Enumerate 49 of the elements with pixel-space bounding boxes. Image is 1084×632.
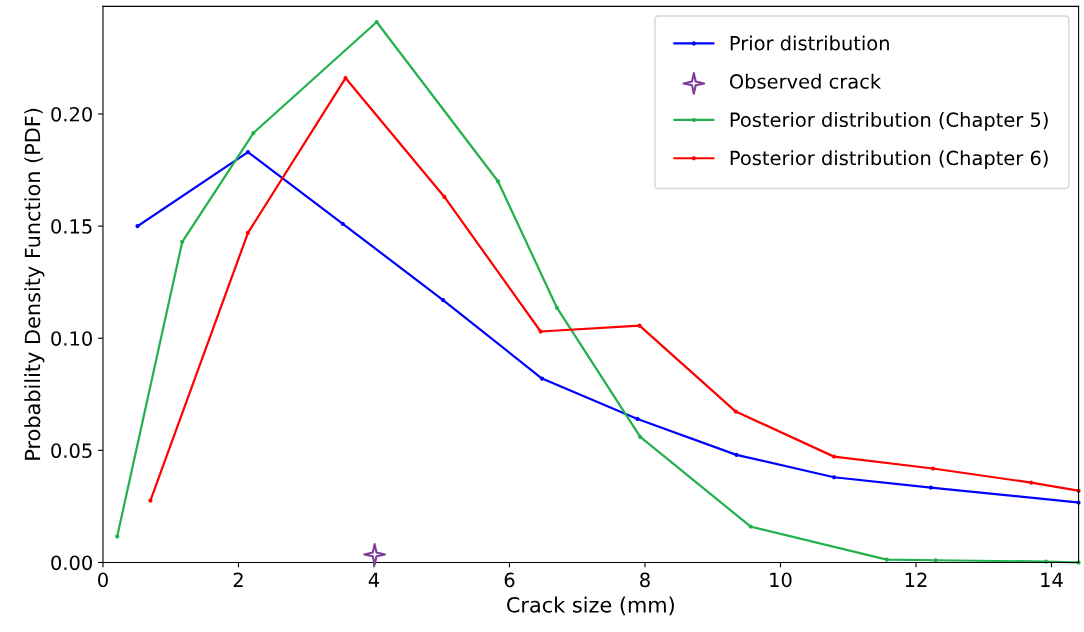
legend-label: Prior distribution: [730, 35, 889, 51]
point: [831, 475, 837, 480]
legend-label: Posterior distribution (Chapter 6): [730, 150, 1048, 170]
point: [734, 452, 739, 457]
point: [635, 416, 640, 422]
point: [495, 179, 501, 184]
legend-label: Posterior distribution (Chapter 5): [730, 112, 1048, 131]
point: [180, 239, 185, 244]
point: [374, 19, 379, 25]
point: [251, 130, 256, 136]
point: [748, 524, 753, 529]
x-tick-label: 6: [504, 572, 515, 588]
point: [245, 150, 251, 155]
y-tick-label: 0.10: [51, 331, 92, 346]
point: [884, 557, 889, 562]
point: [733, 409, 738, 414]
point: [135, 224, 140, 229]
point: [831, 454, 837, 459]
point: [539, 376, 545, 381]
x-tick-label: 14: [1041, 572, 1063, 587]
y-tick-label: 0.05: [51, 443, 92, 459]
x-tick-label: 2: [233, 572, 243, 587]
x-tick-label: 4: [368, 572, 380, 587]
y-tick-label: 0.20: [51, 106, 92, 122]
y-axis-title: Probability Density Function (PDF): [24, 108, 45, 460]
x-tick-label: 0: [98, 572, 108, 588]
point: [538, 329, 543, 334]
point: [442, 194, 447, 200]
point: [441, 298, 446, 303]
point: [343, 75, 348, 81]
point: [1029, 480, 1034, 485]
point: [637, 323, 642, 328]
point: [928, 485, 933, 490]
x-axis-title: Crack size (mm): [507, 596, 674, 616]
point: [245, 230, 251, 235]
point: [638, 434, 643, 439]
point: [554, 305, 559, 310]
point: [115, 534, 120, 539]
point: [930, 466, 936, 471]
x-tick-label: 8: [640, 572, 650, 588]
point: [340, 221, 345, 226]
legend-label: Observed crack: [729, 73, 882, 89]
point: [148, 498, 153, 503]
x-tick-label: 10: [770, 572, 792, 588]
x-tick-label: 12: [905, 572, 927, 587]
y-tick-label: 0.15: [51, 219, 92, 234]
point: [933, 558, 938, 563]
point: [363, 543, 386, 566]
y-tick-label: 0.00: [51, 555, 92, 571]
